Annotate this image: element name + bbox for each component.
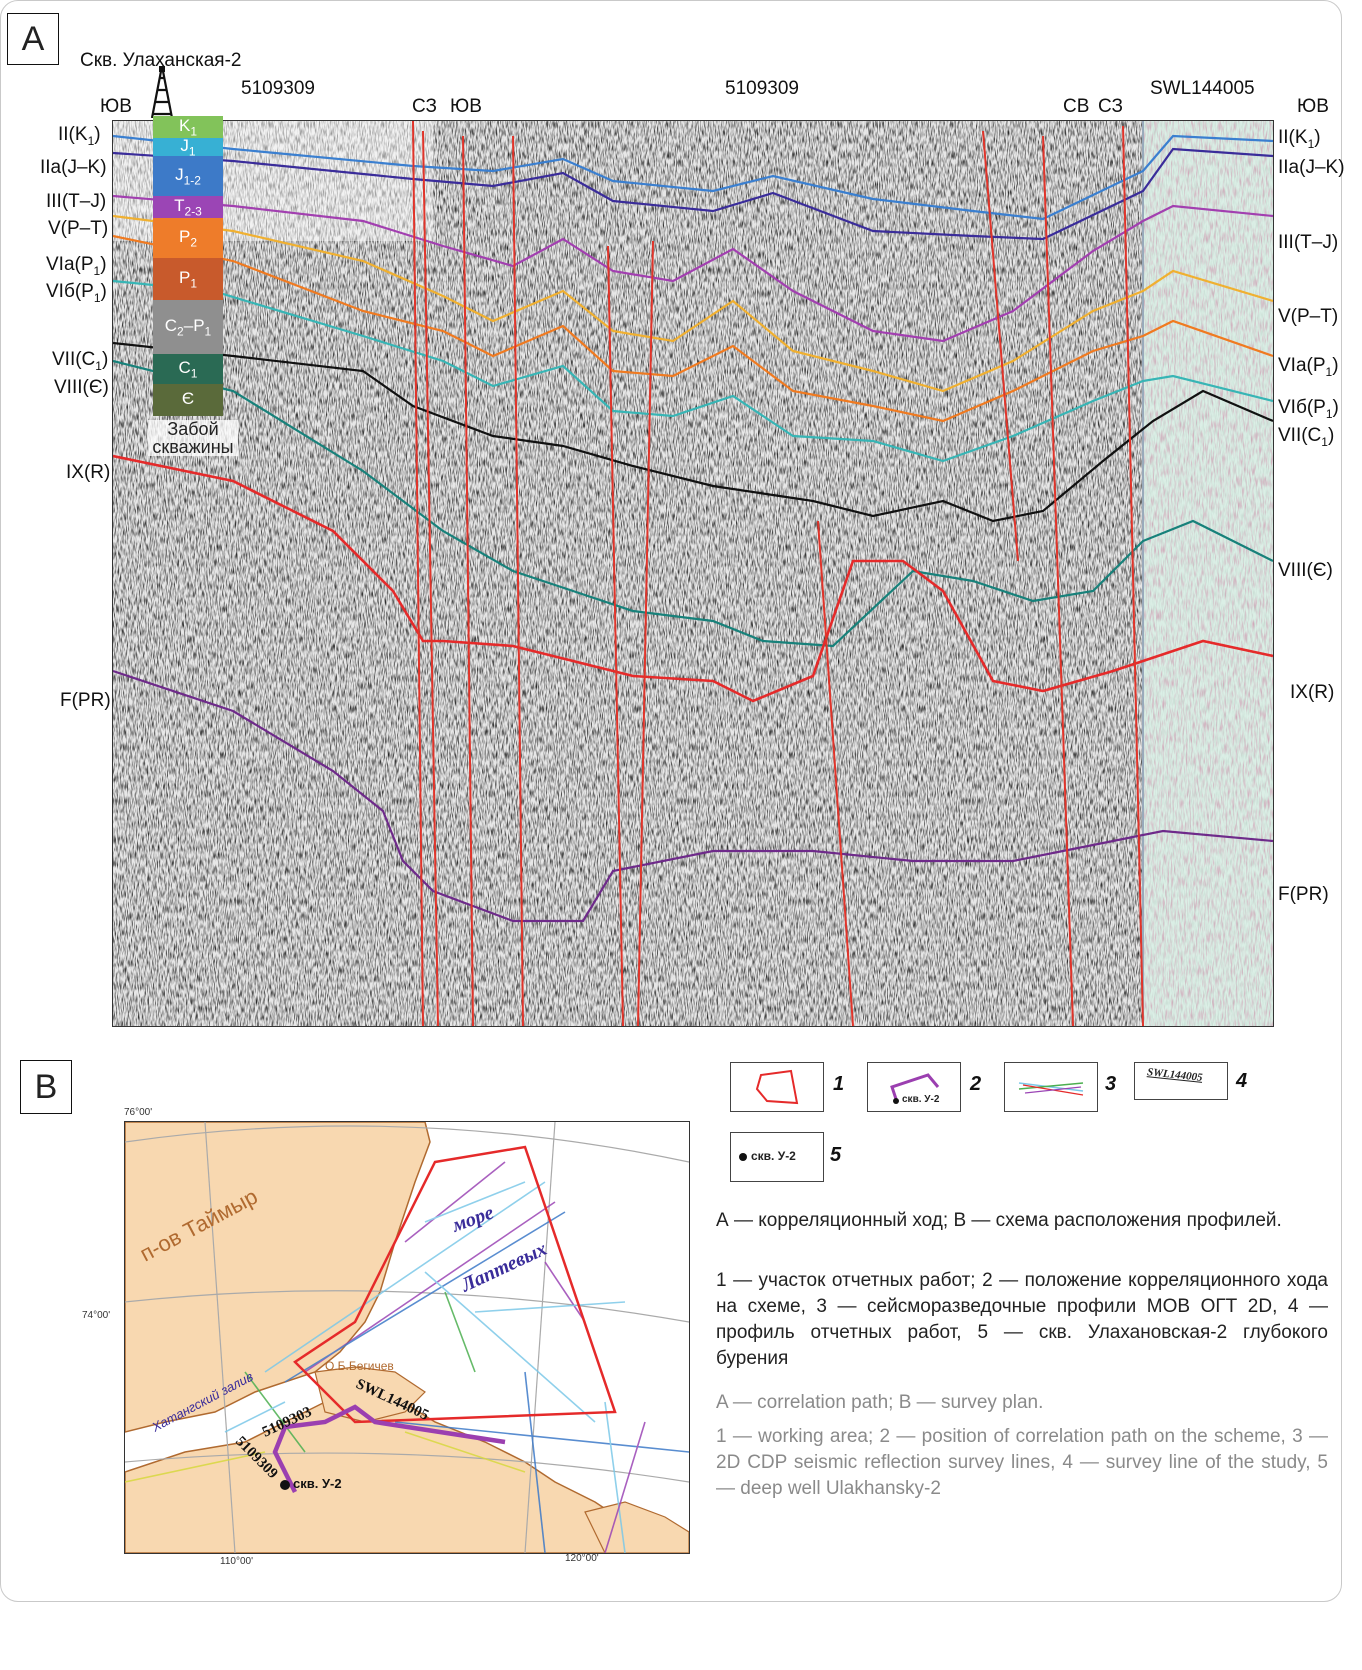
horizon-label-right: IX(R): [1290, 682, 1335, 703]
horizon-V: [113, 214, 1273, 393]
map-lon-label: 120°00': [565, 1553, 599, 1564]
horizon-label-left: VIa(P1): [46, 254, 107, 278]
horizon-label-right: IIa(J–K): [1278, 157, 1345, 178]
horizon-VII: [113, 341, 1273, 523]
strat-column: K1 J1 J1-2 T2-3 P2 P1 C2–P1 C1 Є: [153, 116, 223, 416]
horizon-label-right: V(P–T): [1278, 306, 1339, 327]
seismic-section: [112, 120, 1274, 1027]
horizon-label-left: VIII(Є): [54, 377, 109, 398]
horizon-VIa: [113, 234, 1273, 423]
horizon-III: [113, 194, 1273, 343]
horizon-label-left: III(T–J): [46, 191, 107, 212]
horizon-label-left: F(PR): [60, 690, 111, 711]
legend-number: 4: [1236, 1070, 1248, 1092]
horizon-label-right: VIa(P1): [1278, 355, 1339, 379]
caption-ru-1: А — корреляционный ход; В — схема распол…: [716, 1210, 1282, 1231]
legend-sample-text: скв. У-2: [751, 1149, 796, 1163]
bottom-hole-label: Забой скважины: [148, 420, 238, 456]
horizon-IX: [113, 454, 1273, 703]
panel-a-tag: A: [7, 13, 59, 65]
horizon-label-right: VIII(Є): [1278, 560, 1333, 581]
well-dot-icon: [739, 1153, 747, 1161]
fault-line: [422, 130, 439, 1026]
legend-number: 3: [1105, 1073, 1117, 1095]
figure-frame: [0, 0, 1342, 1602]
direction-label: СЗ: [412, 96, 437, 117]
working-area-swatch-icon: [755, 1069, 799, 1105]
legend-item-5: скв. У-2: [730, 1132, 824, 1182]
fault-line: [512, 135, 524, 1026]
legend-item-3: [1004, 1062, 1098, 1112]
horizon-label-right: F(PR): [1278, 884, 1329, 905]
line-label-1: 5109309: [241, 78, 315, 99]
line-label-3: SWL144005: [1150, 78, 1255, 99]
map-lat-label: 74°00': [82, 1310, 111, 1321]
horizon-IIa: [113, 147, 1273, 241]
horizon-label-left: IX(R): [66, 462, 111, 483]
legend-sample-text: скв. У-2: [902, 1094, 940, 1105]
strat-label: C2–P1: [164, 316, 212, 339]
legend-number: 2: [970, 1073, 982, 1095]
fault-line: [412, 121, 424, 1026]
map-label: О.Б.Бегичев: [325, 1359, 394, 1373]
legend-number: 1: [833, 1073, 845, 1095]
line-label-2: 5109309: [725, 78, 799, 99]
horizon-label-right: II(K1): [1278, 127, 1321, 151]
direction-label: СЗ: [1098, 96, 1123, 117]
fault-line: [462, 135, 474, 1026]
direction-label: ЮВ: [450, 96, 482, 117]
legend-item-2: скв. У-2: [867, 1062, 961, 1112]
horizon-label-right: VII(C1): [1278, 425, 1335, 449]
strat-label: J1-2: [175, 165, 201, 188]
correlation-path-swatch-icon: [890, 1073, 940, 1104]
location-map: 76°00' море Лаптевых п-ов Таймыр Хатангс…: [124, 1121, 690, 1554]
fault-line: [1122, 125, 1144, 1026]
strat-label: Є: [181, 389, 195, 408]
horizon-label-left: VII(C1): [52, 349, 109, 373]
fault-line: [817, 520, 854, 1026]
horizon-II: [113, 134, 1273, 221]
map-lat-label: 76°00': [124, 1107, 153, 1118]
seismic-lines-swatch-icon: [1018, 1082, 1084, 1096]
horizon-label-right: III(T–J): [1278, 232, 1339, 253]
map-label: скв. У-2: [293, 1476, 342, 1491]
strat-label: T2-3: [174, 196, 202, 219]
strat-label: J1: [180, 136, 196, 159]
panel-b-tag: B: [20, 1060, 72, 1114]
drilling-rig-icon: [150, 66, 174, 118]
horizon-F: [113, 669, 1273, 923]
direction-label: СВ: [1063, 96, 1090, 117]
strat-label: C1: [178, 358, 198, 381]
legend-item-1: [730, 1062, 824, 1112]
fault-line: [637, 240, 654, 1026]
well-title: Скв. Улаханская-2: [80, 50, 242, 71]
fault-line: [1042, 135, 1074, 1026]
horizon-label-left: IIa(J–K): [40, 157, 107, 178]
strat-label: P2: [178, 227, 198, 250]
direction-label: ЮВ: [1297, 96, 1329, 117]
fault-line: [982, 130, 1019, 562]
strat-label: P1: [178, 268, 198, 291]
strat-label: K1: [178, 116, 198, 139]
horizon-label-left: II(K1): [58, 124, 101, 148]
caption-en-2: 1 — working area; 2 — position of correl…: [716, 1426, 1328, 1499]
caption-ru-2: 1 — участок отчетных работ; 2 — положени…: [716, 1270, 1328, 1369]
caption-en-1: A — correlation path; B — survey plan.: [716, 1392, 1044, 1413]
horizon-label-left: VIб(P1): [46, 281, 107, 305]
legend-sample-text: SWL144005: [1146, 1066, 1204, 1084]
horizon-label-right: VIб(P1): [1278, 397, 1339, 421]
legend-item-4: SWL144005: [1134, 1062, 1228, 1100]
fault-line: [607, 245, 624, 1026]
direction-label: ЮВ: [100, 96, 132, 117]
horizon-label-left: V(P–T): [48, 218, 109, 239]
legend-number: 5: [830, 1144, 842, 1166]
map-lon-label: 110°00': [220, 1556, 253, 1567]
